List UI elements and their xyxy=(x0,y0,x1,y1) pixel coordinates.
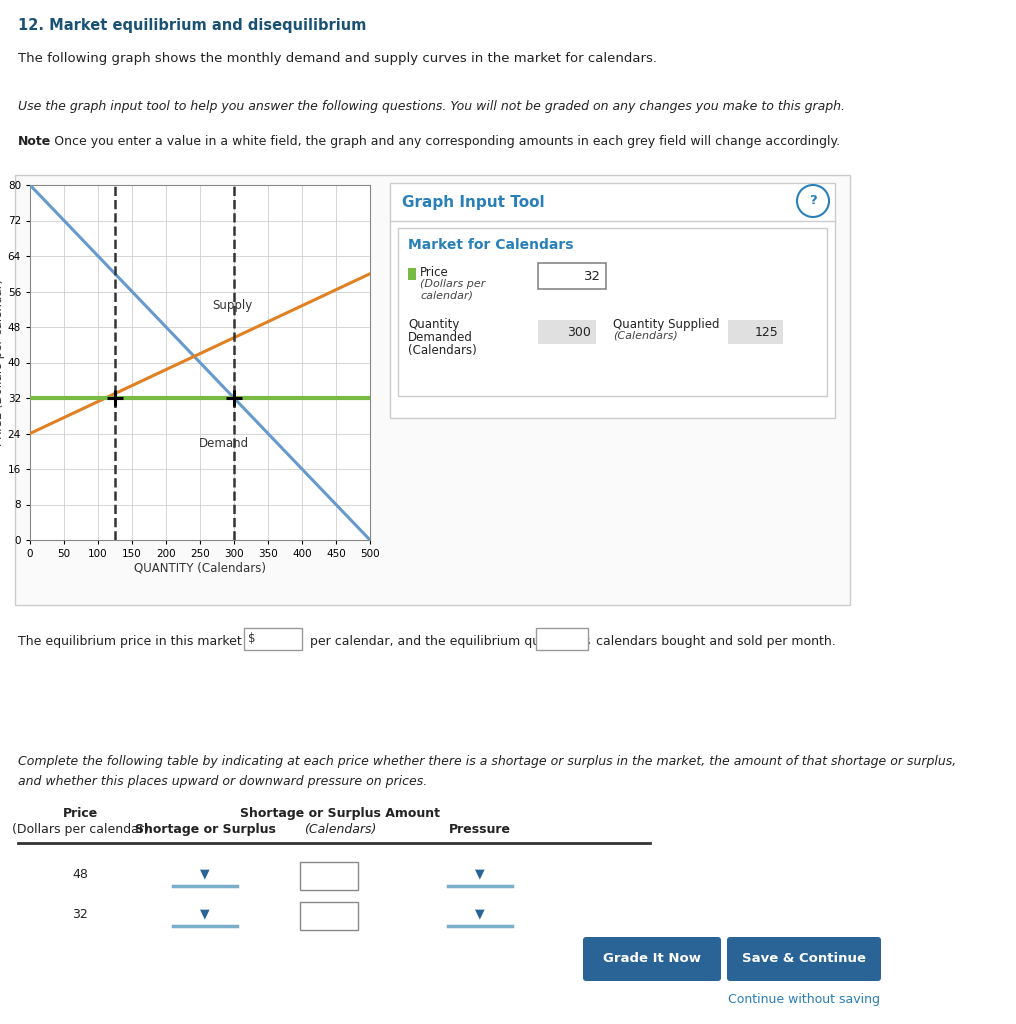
Text: Market for Calendars: Market for Calendars xyxy=(408,238,573,252)
FancyBboxPatch shape xyxy=(538,319,596,344)
X-axis label: QUANTITY (Calendars): QUANTITY (Calendars) xyxy=(134,562,266,574)
Text: ▼: ▼ xyxy=(200,867,210,881)
Text: : Once you enter a value in a white field, the graph and any corresponding amoun: : Once you enter a value in a white fiel… xyxy=(46,135,840,148)
FancyBboxPatch shape xyxy=(390,183,835,418)
Text: Save & Continue: Save & Continue xyxy=(742,952,866,966)
Text: (Dollars per: (Dollars per xyxy=(420,279,486,289)
Text: 32: 32 xyxy=(584,269,601,283)
FancyBboxPatch shape xyxy=(15,175,850,605)
Text: ▼: ▼ xyxy=(475,907,485,921)
Text: Demanded: Demanded xyxy=(408,331,472,344)
Text: (Calendars): (Calendars) xyxy=(304,823,376,836)
Text: Note: Note xyxy=(18,135,51,148)
Text: Shortage or Surplus Amount: Shortage or Surplus Amount xyxy=(240,807,440,820)
FancyBboxPatch shape xyxy=(536,628,588,650)
Text: (Calendars): (Calendars) xyxy=(613,331,678,341)
Text: 32: 32 xyxy=(72,907,87,921)
Text: 12. Market equilibrium and disequilibrium: 12. Market equilibrium and disequilibriu… xyxy=(18,18,367,33)
Text: Price: Price xyxy=(62,807,98,820)
Text: ▼: ▼ xyxy=(200,907,210,921)
Text: (Calendars): (Calendars) xyxy=(408,344,477,357)
FancyBboxPatch shape xyxy=(244,628,302,650)
FancyBboxPatch shape xyxy=(408,268,416,280)
Text: and whether this places upward or downward pressure on prices.: and whether this places upward or downwa… xyxy=(18,775,428,788)
Text: ▼: ▼ xyxy=(475,867,485,881)
Text: Grade It Now: Grade It Now xyxy=(604,952,701,966)
Y-axis label: PRICE (Dollars per calendar): PRICE (Dollars per calendar) xyxy=(0,279,5,446)
Text: Supply: Supply xyxy=(212,299,253,312)
FancyBboxPatch shape xyxy=(538,263,606,289)
Text: 300: 300 xyxy=(567,326,591,339)
Text: calendars bought and sold per month.: calendars bought and sold per month. xyxy=(592,636,836,648)
Text: Pressure: Pressure xyxy=(449,823,511,836)
FancyBboxPatch shape xyxy=(398,228,827,396)
Text: $: $ xyxy=(248,633,255,645)
FancyBboxPatch shape xyxy=(727,937,881,981)
Text: The following graph shows the monthly demand and supply curves in the market for: The following graph shows the monthly de… xyxy=(18,52,657,65)
Text: 125: 125 xyxy=(754,326,778,339)
Text: Complete the following table by indicating at each price whether there is a shor: Complete the following table by indicati… xyxy=(18,755,956,768)
Text: Price: Price xyxy=(420,266,449,279)
Text: Quantity Supplied: Quantity Supplied xyxy=(613,318,719,331)
FancyBboxPatch shape xyxy=(300,862,358,890)
Circle shape xyxy=(797,185,829,217)
Text: Shortage or Surplus: Shortage or Surplus xyxy=(134,823,275,836)
Text: per calendar, and the equilibrium quantity is: per calendar, and the equilibrium quanti… xyxy=(306,636,594,648)
Text: Use the graph input tool to help you answer the following questions. You will no: Use the graph input tool to help you ans… xyxy=(18,100,845,113)
FancyBboxPatch shape xyxy=(300,902,358,930)
Text: calendar): calendar) xyxy=(420,291,473,301)
Text: Demand: Demand xyxy=(199,437,249,450)
Text: (Dollars per calendar): (Dollars per calendar) xyxy=(11,823,148,836)
FancyBboxPatch shape xyxy=(728,319,783,344)
Text: 48: 48 xyxy=(72,867,88,881)
Text: The equilibrium price in this market is: The equilibrium price in this market is xyxy=(18,636,260,648)
Text: ?: ? xyxy=(809,195,817,208)
Text: Continue without saving: Continue without saving xyxy=(728,993,880,1007)
FancyBboxPatch shape xyxy=(583,937,721,981)
Text: Quantity: Quantity xyxy=(408,318,459,331)
Text: Graph Input Tool: Graph Input Tool xyxy=(402,195,545,210)
